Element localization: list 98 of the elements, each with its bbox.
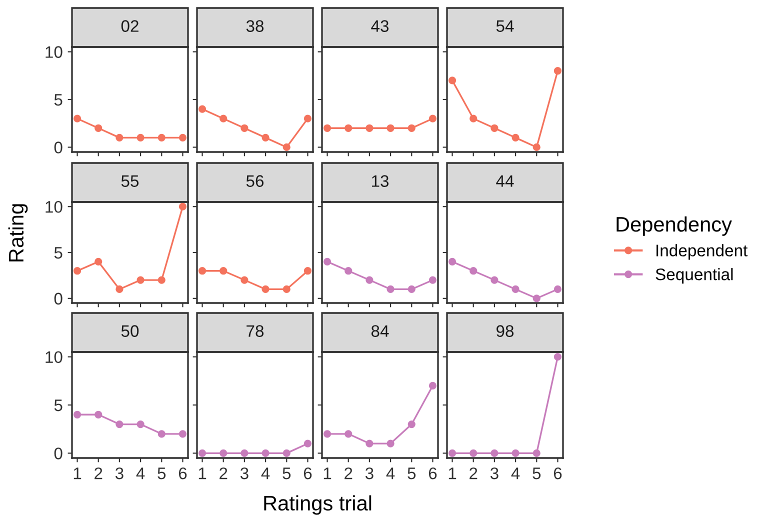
x-tick-label: 2	[344, 467, 352, 480]
point	[344, 430, 352, 438]
point	[136, 134, 144, 142]
y-tick-label: 5	[54, 247, 62, 259]
y-axis-title: Rating	[8, 204, 28, 262]
x-tick-label: 4	[261, 468, 270, 480]
x-tick-label: 5	[408, 468, 416, 480]
x-tick-label: 4	[386, 468, 395, 480]
point	[136, 420, 144, 428]
chart-title: 78	[246, 325, 264, 337]
chart-title: 44	[496, 175, 514, 187]
point	[448, 76, 456, 84]
point	[94, 124, 102, 132]
chart-title: 84	[371, 325, 389, 337]
y-tick-label: 5	[54, 94, 62, 106]
chart-title: 02	[121, 20, 138, 32]
x-tick-label: 6	[304, 467, 312, 480]
point	[304, 114, 312, 122]
point	[262, 134, 270, 142]
x-tick-label: 1	[198, 468, 206, 480]
point	[490, 124, 498, 132]
x-tick-label: 5	[532, 468, 541, 480]
x-tick-label: 4	[511, 468, 520, 480]
x-tick-label: 2	[94, 467, 102, 480]
point	[116, 134, 124, 142]
x-tick-label: 3	[365, 467, 374, 480]
x-tick-label: 1	[324, 468, 332, 480]
point	[428, 382, 437, 390]
point	[198, 105, 206, 113]
point	[408, 420, 416, 428]
chart-title: 43	[371, 20, 389, 32]
point	[323, 258, 332, 266]
point	[532, 294, 540, 302]
x-tick-label: 5	[158, 468, 166, 480]
point	[386, 440, 394, 448]
y-tick-label: 5	[54, 400, 62, 412]
x-tick-label: 6	[428, 467, 437, 480]
x-tick-label: 4	[136, 468, 145, 480]
point	[490, 276, 498, 284]
chart-title: 38	[246, 20, 264, 32]
point	[323, 430, 332, 438]
point	[512, 285, 520, 294]
point	[470, 267, 478, 275]
y-tick-label: 10	[46, 46, 62, 58]
point	[158, 134, 166, 142]
point	[73, 410, 82, 418]
point	[158, 430, 166, 438]
point	[158, 276, 166, 284]
point	[408, 285, 416, 294]
x-tick-label: 1	[448, 468, 456, 480]
point	[136, 276, 144, 284]
legend-title: Dependency	[616, 216, 732, 236]
point	[178, 430, 187, 438]
chart-title: 13	[372, 175, 389, 187]
chart-title: 98	[496, 325, 514, 337]
chart-title: 56	[246, 175, 264, 187]
point	[512, 134, 520, 142]
point	[240, 124, 248, 132]
legend-label: Sequential	[656, 268, 733, 284]
point	[220, 114, 228, 122]
point	[344, 267, 352, 275]
point	[73, 114, 82, 122]
chart-title: 55	[121, 175, 139, 187]
point	[386, 285, 394, 294]
point	[94, 410, 102, 418]
point	[366, 276, 374, 284]
point	[116, 285, 124, 294]
y-tick-label: 0	[54, 292, 62, 305]
x-tick-label: 1	[74, 468, 82, 480]
point	[94, 258, 102, 266]
point	[73, 267, 82, 275]
point	[532, 143, 540, 152]
y-tick-label: 0	[54, 448, 62, 460]
point	[448, 258, 456, 266]
x-tick-label: 2	[470, 467, 478, 480]
y-tick-label: 10	[46, 200, 62, 213]
x-tick-label: 3	[240, 467, 248, 480]
x-tick-label: 3	[490, 467, 498, 480]
point	[282, 143, 290, 152]
legend-label: Independent	[656, 244, 748, 260]
point	[554, 67, 562, 75]
chart-title: 54	[496, 20, 514, 32]
y-tick-label: 0	[54, 142, 62, 154]
chart-title: 50	[121, 325, 139, 337]
point	[428, 276, 437, 284]
x-axis-title: Ratings trial	[264, 495, 372, 515]
point	[116, 420, 124, 428]
x-tick-label: 6	[178, 467, 187, 480]
x-tick-label: 6	[554, 467, 562, 480]
x-tick-label: 5	[282, 468, 291, 480]
point	[366, 440, 374, 448]
point	[554, 285, 562, 294]
x-tick-label: 3	[115, 467, 124, 480]
x-tick-label: 2	[220, 467, 228, 480]
y-tick-label: 10	[46, 351, 62, 364]
point	[178, 134, 187, 142]
point	[470, 114, 478, 122]
point	[178, 202, 187, 210]
